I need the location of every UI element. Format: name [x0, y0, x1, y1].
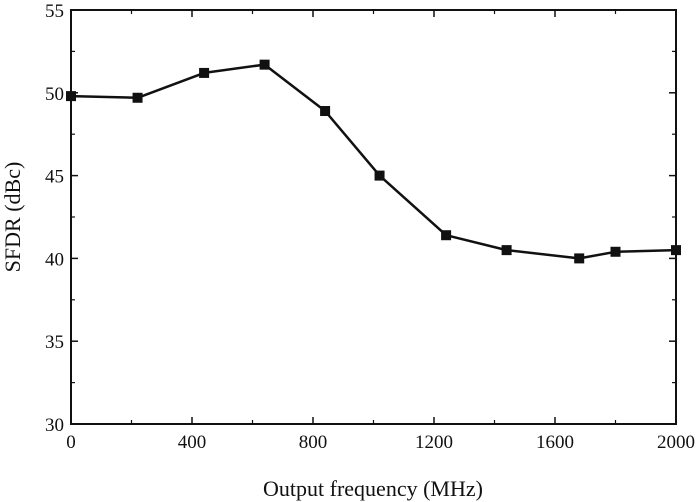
y-tick-label: 30 [45, 415, 64, 436]
x-tick-label: 1200 [415, 432, 453, 453]
x-tick-label: 1600 [536, 432, 574, 453]
y-tick-label: 35 [45, 332, 64, 353]
y-tick-label: 40 [45, 249, 64, 270]
series-line [70, 63, 677, 260]
data-point [199, 67, 210, 78]
series-layer [66, 59, 681, 264]
data-point [441, 230, 452, 241]
data-point [671, 245, 681, 256]
data-point [320, 106, 331, 117]
y-tick-label: 45 [45, 167, 64, 188]
x-tick-label: 400 [178, 432, 207, 453]
y-tick-label: 50 [45, 84, 64, 105]
x-tick-label: 0 [66, 432, 76, 453]
data-point [66, 91, 76, 102]
x-tick-label: 2000 [657, 432, 695, 453]
y-axis-title: SFDR (dBc) [0, 162, 25, 273]
data-point [259, 59, 270, 70]
plot-frame [70, 9, 677, 425]
x-axis: 0 400 800 1200 1600 2000 [66, 10, 695, 453]
data-point [374, 170, 385, 181]
y-tick-label: 55 [45, 1, 64, 22]
x-axis-title: Output frequency (MHz) [263, 476, 483, 501]
data-point [574, 253, 585, 264]
y-axis: 30 35 40 45 50 55 [45, 1, 676, 436]
x-tick-label: 800 [299, 432, 328, 453]
data-point [501, 245, 512, 256]
data-point [132, 92, 143, 103]
data-point [610, 246, 621, 257]
